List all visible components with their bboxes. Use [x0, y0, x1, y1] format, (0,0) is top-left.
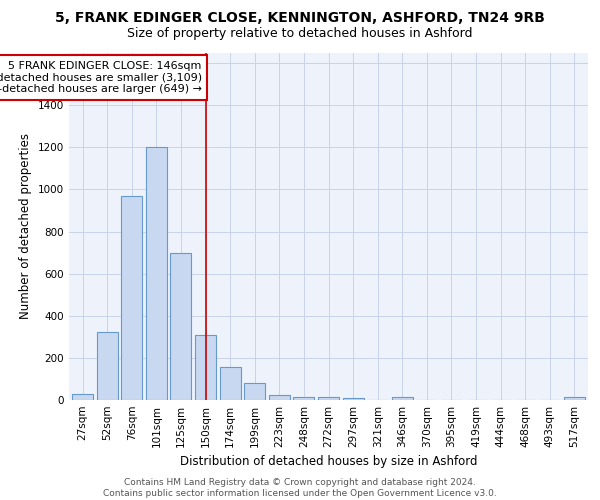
- Text: 5, FRANK EDINGER CLOSE, KENNINGTON, ASHFORD, TN24 9RB: 5, FRANK EDINGER CLOSE, KENNINGTON, ASHF…: [55, 12, 545, 26]
- Bar: [293, 397, 314, 400]
- Bar: [195, 334, 216, 400]
- Text: Size of property relative to detached houses in Ashford: Size of property relative to detached ho…: [127, 28, 473, 40]
- Text: 5 FRANK EDINGER CLOSE: 146sqm
← 82% of detached houses are smaller (3,109)
17% o: 5 FRANK EDINGER CLOSE: 146sqm ← 82% of d…: [0, 61, 202, 94]
- Bar: [564, 397, 585, 400]
- Bar: [146, 148, 167, 400]
- Bar: [392, 397, 413, 400]
- Bar: [170, 252, 191, 400]
- Text: Contains HM Land Registry data © Crown copyright and database right 2024.
Contai: Contains HM Land Registry data © Crown c…: [103, 478, 497, 498]
- Bar: [97, 332, 118, 400]
- Bar: [220, 368, 241, 400]
- Bar: [121, 196, 142, 400]
- Y-axis label: Number of detached properties: Number of detached properties: [19, 133, 32, 320]
- X-axis label: Distribution of detached houses by size in Ashford: Distribution of detached houses by size …: [180, 456, 477, 468]
- Bar: [72, 394, 93, 400]
- Bar: [269, 394, 290, 400]
- Bar: [343, 398, 364, 400]
- Bar: [318, 397, 339, 400]
- Bar: [244, 383, 265, 400]
